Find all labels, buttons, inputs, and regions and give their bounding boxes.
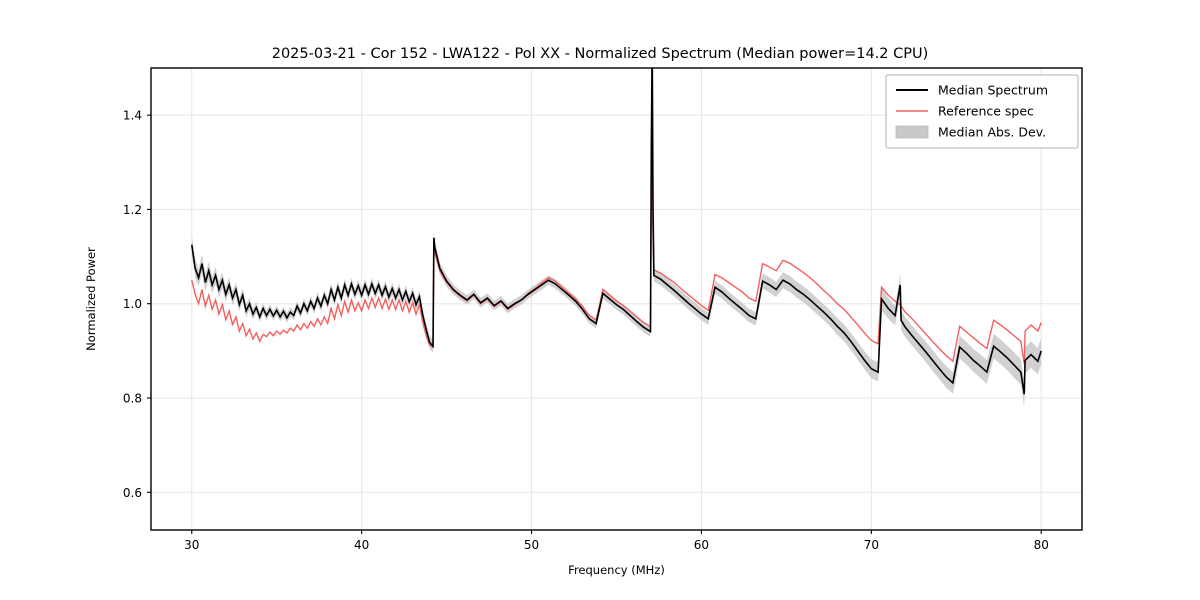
legend-entry-label: Median Spectrum <box>938 83 1048 98</box>
y-tick-label: 1.0 <box>123 297 142 311</box>
x-tick-label: 30 <box>184 538 199 552</box>
legend-entry-label: Reference spec <box>938 104 1034 119</box>
x-tick-label: 50 <box>524 538 539 552</box>
series-lines <box>190 68 1042 395</box>
x-axis-label: Frequency (MHz) <box>568 563 665 577</box>
y-tick-label: 1.4 <box>123 109 142 123</box>
plot-frame <box>150 67 1083 531</box>
legend-band-swatch <box>895 125 929 139</box>
chart-legend[interactable]: Median Spectrum Reference spec Median Abs.… <box>885 74 1079 149</box>
legend-background <box>885 74 1079 149</box>
y-axis-label: Normalized Power <box>84 247 98 351</box>
x-tick-label: 80 <box>1034 538 1049 552</box>
x-tick-label: 60 <box>694 538 709 552</box>
y-tick-label: 1.2 <box>123 203 142 217</box>
mad-band-polygon <box>191 68 1042 407</box>
y-tick-labels: 0.6 0.8 1.0 1.2 1.4 <box>123 109 142 500</box>
series-line-median-spectrum <box>190 68 1042 395</box>
legend-entry-label: Median Abs. Dev. <box>938 125 1046 140</box>
x-tick-labels: 30 40 50 60 70 80 <box>184 538 1049 552</box>
y-tick-label: 0.8 <box>123 392 142 406</box>
mad-band-area <box>191 68 1042 407</box>
y-tick-label: 0.6 <box>123 486 142 500</box>
x-tick-label: 40 <box>354 538 369 552</box>
chart-title: 2025-03-21 - Cor 152 - LWA122 - Pol XX -… <box>272 46 929 62</box>
x-tick-label: 70 <box>864 538 879 552</box>
